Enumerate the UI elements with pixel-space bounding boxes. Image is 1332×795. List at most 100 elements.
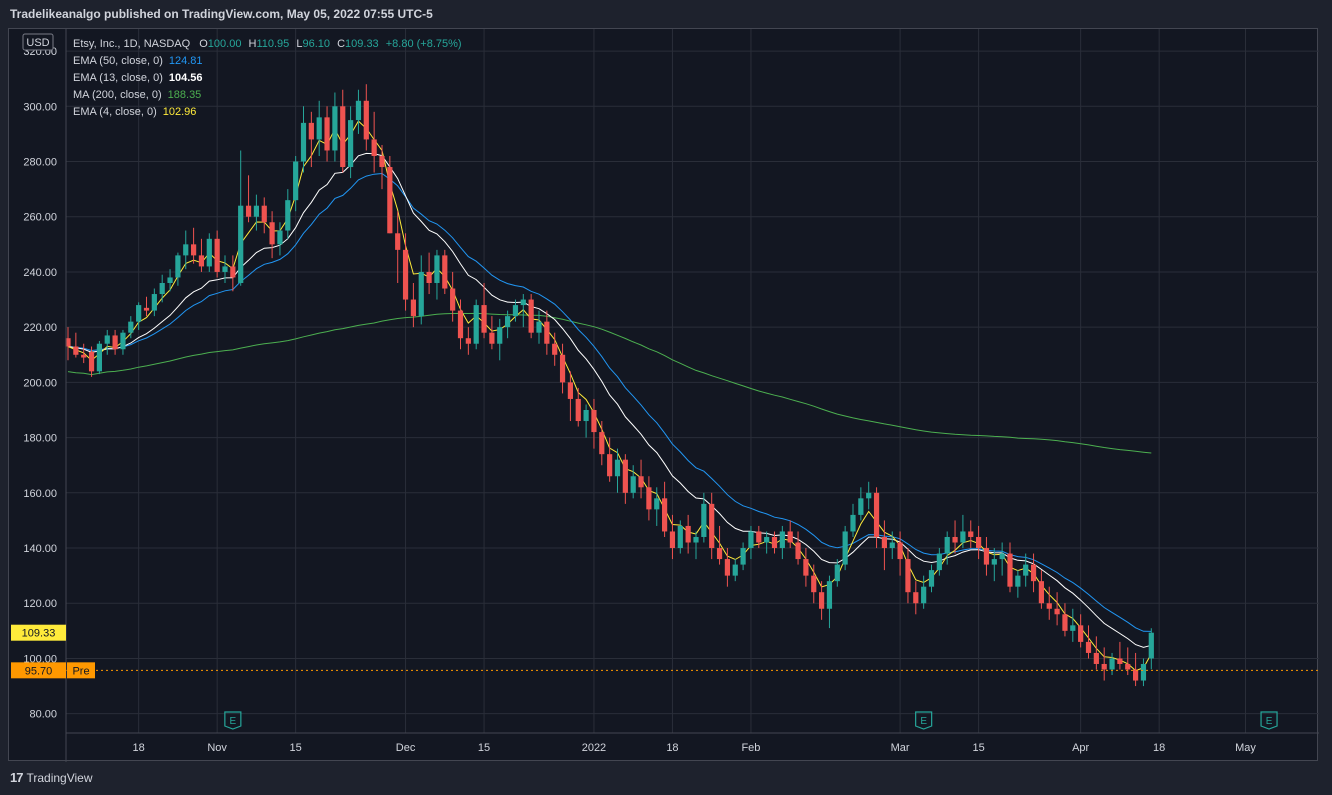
- candle: [858, 487, 864, 521]
- candle-body: [1101, 663, 1107, 670]
- candle: [811, 564, 817, 604]
- candle-body: [779, 531, 785, 549]
- candle: [363, 84, 369, 151]
- price-tick-label: 280.00: [23, 157, 57, 169]
- candle: [128, 316, 134, 339]
- candle-body: [630, 476, 636, 493]
- candle: [622, 454, 628, 504]
- candle-body: [528, 299, 534, 333]
- candle: [881, 520, 887, 571]
- candle: [1070, 608, 1076, 642]
- candle-body: [881, 536, 887, 549]
- time-tick-label: Dec: [396, 742, 416, 754]
- moving-average-lines: [67, 120, 1152, 672]
- candle-body: [771, 536, 778, 549]
- grid: [66, 29, 1319, 733]
- candle-body: [473, 305, 479, 344]
- candle-body: [277, 230, 283, 245]
- pre-market-price-tag: 95.70: [11, 662, 66, 679]
- candle-body: [253, 205, 259, 217]
- time-tick-label: Nov: [207, 742, 227, 754]
- time-tick-label: May: [1235, 742, 1256, 754]
- candle: [387, 155, 393, 234]
- candle-body: [395, 233, 401, 250]
- candle-body: [976, 536, 982, 549]
- candle: [426, 252, 432, 295]
- candle-body: [1125, 663, 1131, 670]
- candle-body: [151, 294, 157, 311]
- earnings-marker-label: E: [1266, 716, 1273, 727]
- candle-body: [614, 459, 621, 477]
- candle-body: [850, 514, 856, 532]
- candle: [826, 575, 833, 629]
- candle: [803, 548, 809, 587]
- candle: [559, 343, 566, 394]
- candle-body: [245, 205, 252, 217]
- candle-body: [1140, 663, 1147, 681]
- candle: [936, 548, 942, 576]
- candle-body: [716, 548, 723, 560]
- time-tick-label: 18: [666, 742, 678, 754]
- ma200-line: [67, 312, 1152, 454]
- earnings-marker-icon[interactable]: E: [224, 711, 242, 730]
- candle-body: [591, 409, 597, 433]
- candle: [293, 155, 299, 212]
- candle: [779, 525, 785, 560]
- legend-ema50: EMA (50, close, 0) 124.81: [73, 55, 203, 67]
- candle: [1133, 652, 1139, 687]
- time-tick-label: 18: [133, 742, 145, 754]
- candle-body: [826, 581, 833, 609]
- candle: [654, 487, 660, 526]
- candle: [1078, 614, 1084, 648]
- candle: [614, 448, 621, 493]
- candle: [591, 398, 597, 449]
- candle-body: [662, 498, 668, 532]
- candle-body: [764, 536, 770, 543]
- candle: [716, 525, 723, 565]
- candle: [324, 106, 330, 162]
- candle-body: [858, 498, 864, 515]
- candle-body: [489, 332, 495, 344]
- price-tick-label: 240.00: [23, 267, 57, 279]
- candle-body: [552, 343, 558, 355]
- candle-body: [159, 282, 165, 295]
- ema13-line: [67, 152, 1152, 648]
- candle-body: [842, 531, 848, 565]
- candle: [842, 525, 848, 571]
- candle-body: [897, 542, 903, 560]
- candle-body: [465, 338, 471, 344]
- candle-body: [983, 548, 990, 565]
- currency-button[interactable]: USD: [22, 33, 54, 51]
- candle: [1054, 592, 1060, 626]
- candle: [1117, 641, 1123, 670]
- candle-body: [214, 238, 220, 272]
- price-tick-label: 160.00: [23, 488, 57, 500]
- footer-brand[interactable]: TradingView: [26, 771, 93, 785]
- candle-body: [622, 459, 628, 493]
- candle-body: [293, 161, 299, 201]
- candle-body: [1023, 564, 1029, 576]
- legend-ohlc-line: Etsy, Inc., 1D, NASDAQ O100.00 H110.95 L…: [73, 38, 462, 50]
- candle-body: [567, 382, 573, 399]
- candle-body: [1133, 669, 1139, 681]
- candle: [512, 299, 519, 322]
- candle-body: [968, 531, 974, 537]
- candle-body: [450, 288, 456, 311]
- candle-body: [952, 536, 958, 543]
- candle: [834, 559, 840, 587]
- earnings-marker-icon[interactable]: E: [1260, 711, 1278, 730]
- candle-body: [559, 354, 566, 383]
- candle-body: [371, 139, 377, 156]
- legend-ma200: MA (200, close, 0) 188.35: [73, 89, 201, 101]
- earnings-marker-icon[interactable]: E: [915, 711, 933, 730]
- candle-body: [81, 354, 87, 358]
- time-axis: 18 Nov 15 Dec 15 2022 18 Feb Mar 15 Apr 18 May: [66, 732, 1319, 754]
- candle: [1015, 570, 1021, 598]
- candle-body: [1085, 641, 1092, 653]
- candle-body: [481, 305, 487, 333]
- candle: [1062, 603, 1068, 637]
- time-tick-label: 15: [478, 742, 490, 754]
